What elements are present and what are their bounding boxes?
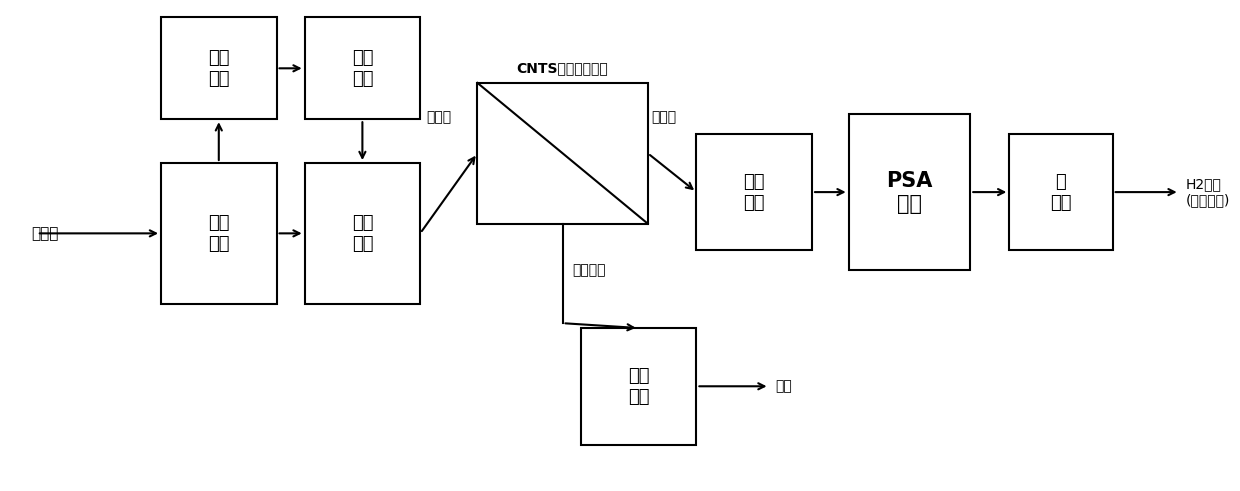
Text: 排放: 排放 xyxy=(775,379,792,393)
Text: PSA
提氢: PSA 提氢 xyxy=(887,170,932,214)
Text: 富氢气: 富氢气 xyxy=(651,110,677,124)
Text: 压缩
加热: 压缩 加热 xyxy=(352,214,373,253)
Text: H2产品
(返回制程): H2产品 (返回制程) xyxy=(1185,177,1230,207)
Bar xyxy=(477,83,647,224)
Text: 干燥
脱水: 干燥 脱水 xyxy=(352,49,373,88)
Text: 精密
过滤: 精密 过滤 xyxy=(208,214,229,253)
Bar xyxy=(161,17,277,119)
Text: 原料气: 原料气 xyxy=(31,226,58,241)
Text: 吸附
净化: 吸附 净化 xyxy=(627,367,650,406)
Bar xyxy=(848,114,970,270)
Text: 反应气体: 反应气体 xyxy=(573,264,606,277)
Bar xyxy=(305,17,420,119)
Bar xyxy=(305,163,420,304)
Text: CNTS复合膜反应器: CNTS复合膜反应器 xyxy=(517,61,609,76)
Bar xyxy=(1009,134,1112,250)
Text: 反应气: 反应气 xyxy=(427,110,451,124)
Text: 换热
冷却: 换热 冷却 xyxy=(744,173,765,212)
Bar xyxy=(697,134,812,250)
Text: 催化
脱氧: 催化 脱氧 xyxy=(208,49,229,88)
Bar xyxy=(580,328,697,444)
Text: 吸
气剂: 吸 气剂 xyxy=(1050,173,1071,212)
Bar xyxy=(161,163,277,304)
